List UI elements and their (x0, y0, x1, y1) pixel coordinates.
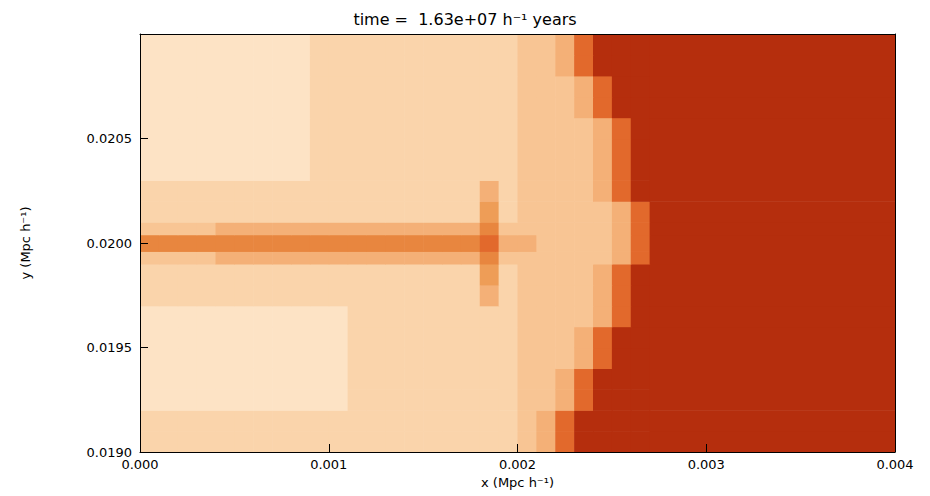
svg-text:0.0195: 0.0195 (87, 340, 133, 355)
svg-text:0.000: 0.000 (121, 457, 158, 472)
svg-text:0.002: 0.002 (499, 457, 536, 472)
svg-text:time = 1.63e+07 h⁻¹ years: time = 1.63e+07 h⁻¹ years (353, 10, 576, 29)
svg-text:0.003: 0.003 (688, 457, 725, 472)
svg-text:0.001: 0.001 (310, 457, 347, 472)
svg-text:0.0205: 0.0205 (87, 131, 133, 146)
svg-text:x (Mpc h⁻¹): x (Mpc h⁻¹) (481, 475, 554, 490)
svg-text:0.004: 0.004 (876, 457, 913, 472)
svg-text:0.0200: 0.0200 (87, 236, 133, 251)
svg-text:0.0190: 0.0190 (86, 444, 132, 460)
svg-text:y (Mpc h⁻¹): y (Mpc h⁻¹) (18, 206, 33, 279)
